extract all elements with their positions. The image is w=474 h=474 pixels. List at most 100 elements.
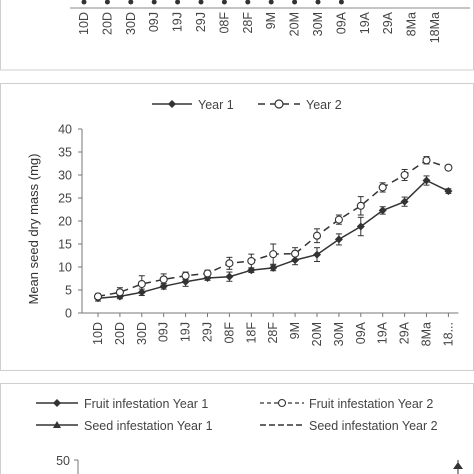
x-tick-label: 20D [113, 322, 127, 345]
data-point [292, 0, 298, 5]
series-line-1 [97, 179, 449, 300]
x-tick-label: 09A [334, 11, 348, 34]
x-tick-label: 30M [311, 12, 325, 36]
y-tick-label: 30 [58, 169, 72, 183]
chart-legend: Fruit infestation Year 1 Fruit infestati… [36, 397, 438, 433]
data-point [400, 170, 409, 180]
data-point [444, 163, 453, 172]
plot-area [93, 156, 453, 303]
x-tick-label: 09J [157, 322, 171, 342]
data-point [400, 197, 409, 206]
infestation-chart: Fruit infestation Year 1 Fruit infestati… [36, 397, 463, 474]
legend-marker-year1 [168, 100, 176, 108]
y-tick-label: 15 [58, 238, 72, 252]
data-point [312, 231, 322, 240]
data-point [422, 156, 431, 165]
y-tick-label: 5 [65, 284, 72, 298]
x-tick-label: 10D [77, 12, 91, 35]
data-point [378, 183, 387, 192]
data-point [444, 187, 453, 196]
x-tick-label: 19A [376, 321, 390, 344]
x-tick-label: 29J [201, 322, 215, 342]
x-tick-label: 09A [354, 321, 368, 344]
legend-label-year2: Year 2 [306, 98, 342, 112]
data-point [334, 235, 343, 244]
x-tick-label: 20M [310, 322, 324, 346]
x-tick-label: 18F [244, 322, 258, 344]
legend-marker-year2 [274, 99, 284, 109]
data-point [81, 0, 87, 5]
x-tick-labels: 10D 20D 30D 09J 19J 29J 08F 18F 28F 9M 20M 30M 09A 19… [91, 321, 455, 346]
x-tick-label: 8Ma [420, 322, 434, 346]
x-tick-label: 30D [135, 322, 149, 345]
legend-label-year1: Year 1 [198, 98, 234, 112]
x-tick-label: 30D [124, 12, 138, 35]
x-tick-label: 18... [441, 322, 455, 346]
y-tick-label: 20 [58, 215, 72, 229]
legend-label-fruit-year2: Fruit infestation Year 2 [309, 397, 433, 411]
x-tick-label: 18Ma [428, 12, 442, 43]
x-tick-label: 20D [100, 12, 114, 35]
seed-dry-mass-chart: Year 1 Year 2 Mean seed dry mass (mg) 0 5… [26, 98, 459, 346]
x-tick-label: 28F [266, 322, 280, 344]
data-point [269, 250, 278, 259]
y-tick-label: 10 [58, 261, 72, 275]
y-tick-label: 50 [56, 454, 70, 468]
data-point [175, 0, 181, 5]
data-point [151, 0, 157, 5]
data-point [356, 201, 365, 210]
y-tick-label: 25 [58, 192, 72, 206]
x-tick-label: 9M [264, 12, 278, 29]
data-point [422, 176, 431, 185]
data-point [245, 0, 251, 5]
y-tick-label: 0 [65, 307, 72, 321]
x-tick-label: 19J [171, 12, 185, 32]
data-point [338, 0, 344, 5]
data-point [247, 256, 256, 266]
data-point [315, 0, 321, 5]
y-tick-label: 40 [58, 123, 72, 137]
data-point [268, 0, 274, 5]
x-tick-label: 29A [398, 321, 412, 344]
data-point [128, 0, 134, 5]
data-point [115, 288, 124, 297]
legend-label-seed-year1: Seed infestation Year 1 [84, 419, 213, 433]
data-point [181, 271, 190, 280]
x-tick-label: 20M [288, 12, 302, 36]
x-tick-label: 28F [241, 12, 255, 34]
legend-label-fruit-year1: Fruit infestation Year 1 [84, 397, 208, 411]
x-tick-label: 19J [179, 322, 193, 342]
x-tick-label: 29A [381, 11, 395, 34]
x-tick-label: 10D [91, 322, 105, 345]
chart-legend: Year 1 Year 2 [152, 98, 342, 112]
data-point [159, 275, 168, 284]
data-point [93, 292, 103, 301]
data-point [159, 282, 168, 291]
axes: 0 5 10 15 20 25 30 35 40 [58, 123, 459, 321]
data-point [198, 0, 204, 5]
x-tick-label: 09J [147, 12, 161, 32]
x-tick-label: 19A [358, 11, 372, 34]
panel-top-frame [0, 0, 474, 71]
y-tick-label: 35 [58, 146, 72, 160]
x-tick-label: 9M [288, 322, 302, 339]
data-point [356, 222, 365, 231]
data-point [291, 249, 300, 258]
data-point [221, 0, 227, 5]
x-tick-label: 8Ma [405, 12, 419, 36]
legend-label-seed-year2: Seed infestation Year 2 [309, 419, 438, 433]
data-point [269, 263, 278, 272]
data-point [313, 250, 321, 259]
legend-marker-fruit-year2 [277, 398, 287, 408]
series-line-2 [97, 159, 449, 298]
legend-marker-seed-year1 [53, 421, 61, 428]
data-point [203, 269, 212, 278]
x-tick-label: 08F [222, 322, 236, 344]
data-point [334, 215, 343, 224]
legend-marker-fruit-year1 [53, 399, 61, 407]
data-point [104, 0, 110, 5]
data-point [378, 206, 387, 215]
data-point [225, 259, 234, 268]
x-tick-label: 30M [332, 322, 346, 346]
